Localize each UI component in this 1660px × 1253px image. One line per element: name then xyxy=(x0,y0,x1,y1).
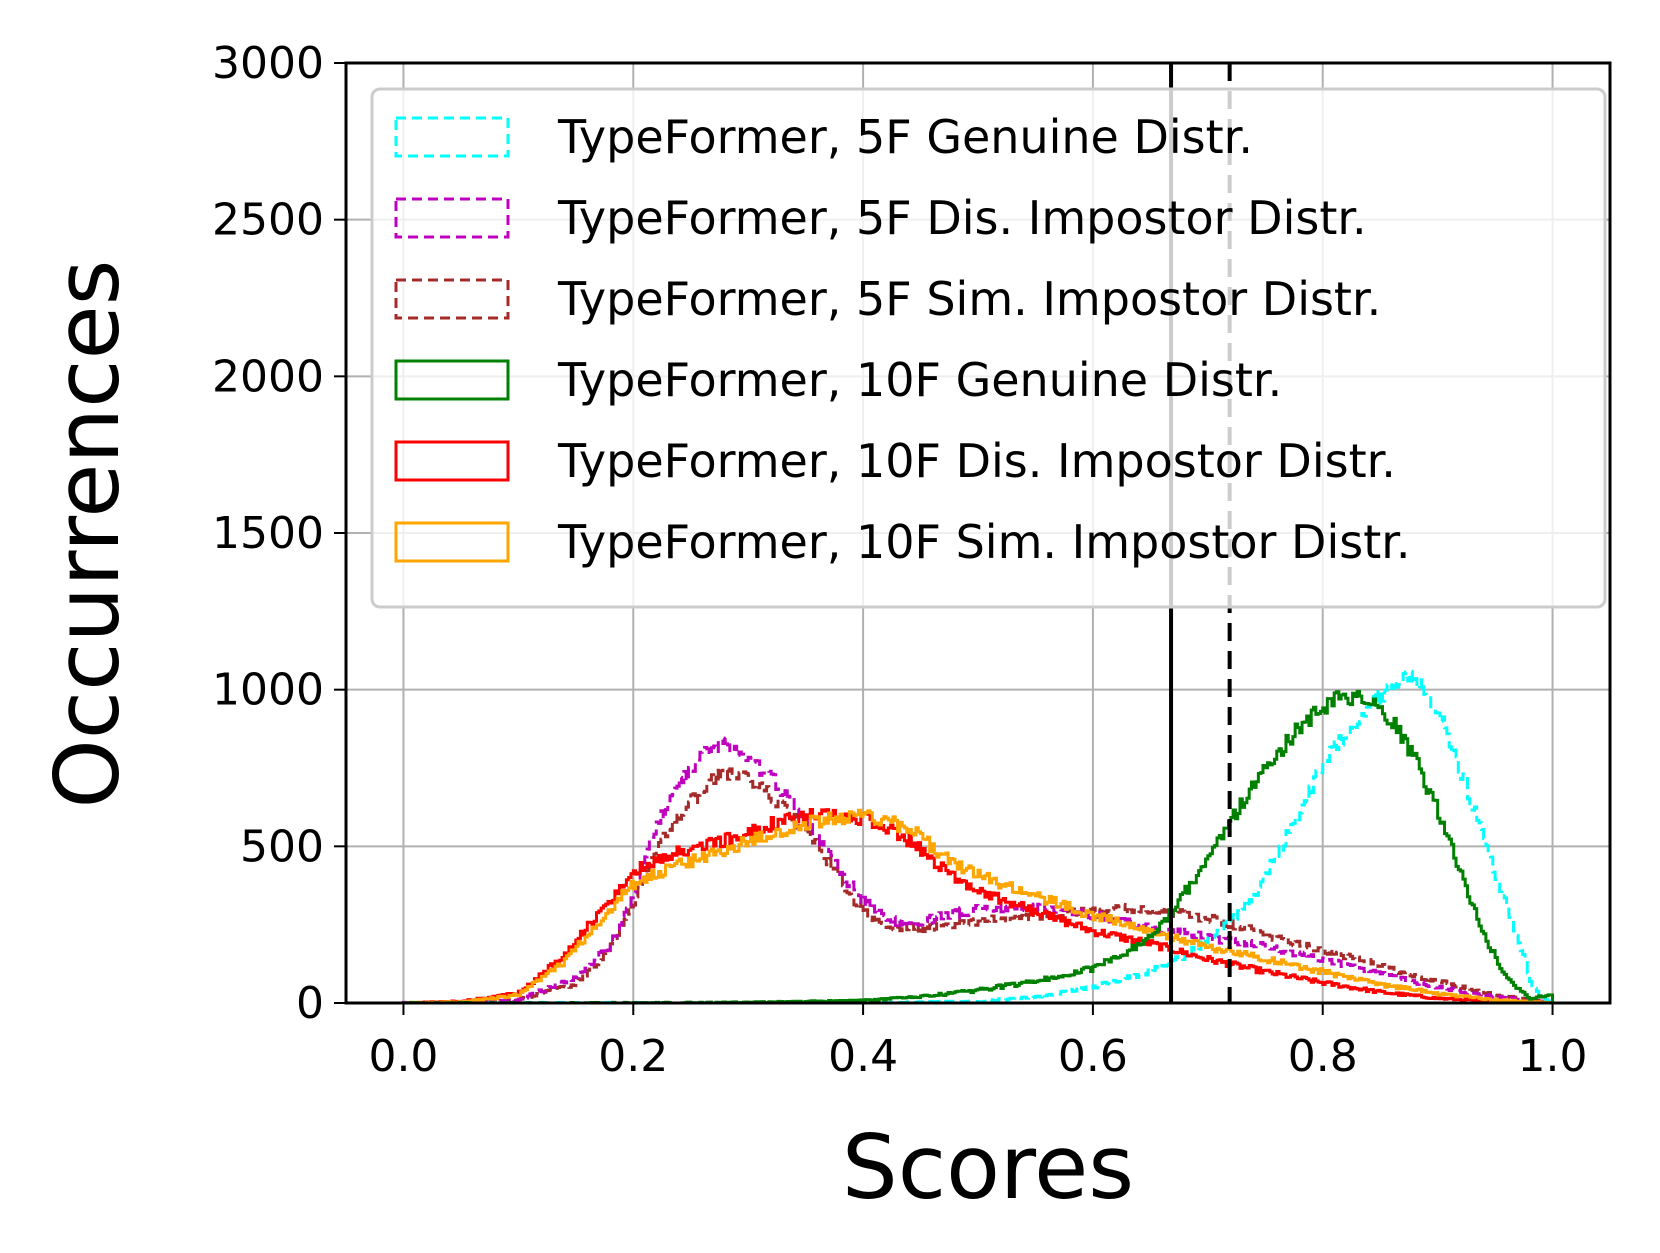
series-5-histogram xyxy=(403,808,1553,1005)
legend-swatch xyxy=(394,278,510,320)
series-2-histogram xyxy=(401,767,1555,1005)
y-axis-label: Occurrences xyxy=(36,260,139,809)
legend-swatch xyxy=(394,440,510,482)
x-tick-label: 0.8 xyxy=(1288,1031,1358,1082)
x-tick-label: 0.4 xyxy=(828,1031,898,1082)
legend-swatch xyxy=(394,521,510,563)
legend-swatch xyxy=(394,116,510,158)
series-4-histogram xyxy=(401,807,1553,1005)
legend-swatch xyxy=(394,197,510,239)
y-tick-label: 500 xyxy=(240,821,324,872)
legend: TypeFormer, 5F Genuine Distr. TypeFormer,… xyxy=(370,87,1607,609)
legend-label: TypeFormer, 5F Dis. Impostor Distr. xyxy=(557,191,1367,245)
x-tick-label: 1.0 xyxy=(1518,1031,1588,1082)
legend-label: TypeFormer, 5F Sim. Impostor Distr. xyxy=(557,272,1381,326)
x-axis-label: Scores xyxy=(842,1116,1134,1219)
legend-label: TypeFormer, 10F Sim. Impostor Distr. xyxy=(557,515,1411,569)
y-tick-label: 1000 xyxy=(212,665,324,716)
axis-ticks: 0.0 0.2 0.4 0.6 0.8 1.0 0 500 1000 1500 2000 2500 30… xyxy=(212,38,1588,1082)
y-tick-label: 0 xyxy=(296,978,324,1029)
legend-box xyxy=(370,87,1607,609)
x-tick-label: 0.6 xyxy=(1058,1031,1128,1082)
y-tick-label: 1500 xyxy=(212,508,324,559)
x-tick-label: 0.2 xyxy=(598,1031,668,1082)
legend-label: TypeFormer, 5F Genuine Distr. xyxy=(557,110,1253,164)
plot-frame xyxy=(344,61,1612,1005)
y-tick-label: 2500 xyxy=(212,195,324,246)
y-tick-label: 2000 xyxy=(212,351,324,402)
y-tick-label: 3000 xyxy=(212,38,324,89)
legend-label: TypeFormer, 10F Dis. Impostor Distr. xyxy=(557,434,1396,488)
legend-swatch xyxy=(394,359,510,401)
x-tick-label: 0.0 xyxy=(368,1031,438,1082)
legend-label: TypeFormer, 10F Genuine Distr. xyxy=(557,353,1282,407)
series-1-histogram xyxy=(401,736,1555,1005)
